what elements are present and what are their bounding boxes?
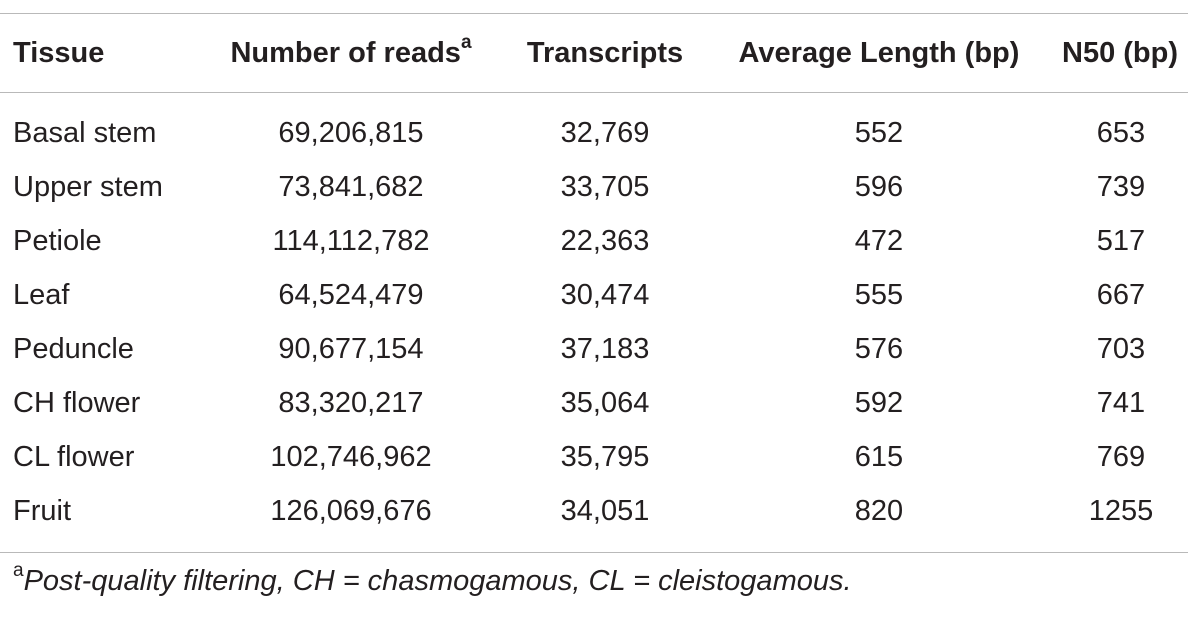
cell-n50: 741 <box>1096 386 1146 419</box>
cell-n50: 653 <box>1096 116 1146 149</box>
footnote-marker: a <box>13 560 24 582</box>
table-row: Peduncle 90,677,154 37,183 576 703 <box>0 322 1188 376</box>
header-transcripts: Transcripts <box>526 36 684 69</box>
cell-tissue: CH flower <box>13 386 141 419</box>
table-footnote: aPost-quality filtering, CH = chasmogamo… <box>13 561 852 598</box>
top-rule <box>0 13 1188 14</box>
cell-transcripts: 22,363 <box>560 224 650 257</box>
cell-transcripts: 32,769 <box>560 116 650 149</box>
cell-n50: 703 <box>1096 332 1146 365</box>
cell-n50: 667 <box>1096 278 1146 311</box>
header-row: Tissue Number of readsa Transcripts Aver… <box>0 14 1188 92</box>
table-row: CL flower 102,746,962 35,795 615 769 <box>0 430 1188 484</box>
header-tissue: Tissue <box>13 36 105 69</box>
cell-reads: 64,524,479 <box>278 278 424 311</box>
header-rule <box>0 92 1188 93</box>
cell-reads: 69,206,815 <box>278 116 424 149</box>
table-row: CH flower 83,320,217 35,064 592 741 <box>0 376 1188 430</box>
header-reads-note-marker: a <box>460 31 472 53</box>
cell-reads: 114,112,782 <box>272 224 430 257</box>
footnote-text: Post-quality filtering, CH = chasmogamou… <box>23 565 852 597</box>
cell-avg-length: 592 <box>854 386 904 419</box>
cell-n50: 1255 <box>1088 494 1154 527</box>
cell-tissue: Fruit <box>13 494 71 527</box>
cell-tissue: Peduncle <box>13 332 134 365</box>
cell-tissue: CL flower <box>13 440 135 473</box>
cell-reads: 102,746,962 <box>270 440 432 473</box>
table-row: Fruit 126,069,676 34,051 820 1255 <box>0 484 1188 538</box>
header-reads-label: Number of reads <box>230 36 461 69</box>
cell-tissue: Petiole <box>13 224 102 257</box>
cell-avg-length: 555 <box>854 278 904 311</box>
table-row: Upper stem 73,841,682 33,705 596 739 <box>0 160 1188 214</box>
bottom-rule <box>0 552 1188 553</box>
data-table: Tissue Number of readsa Transcripts Aver… <box>0 14 1188 538</box>
table-row: Petiole 114,112,782 22,363 472 517 <box>0 214 1188 268</box>
cell-reads: 73,841,682 <box>278 170 424 203</box>
cell-tissue: Basal stem <box>13 116 157 149</box>
cell-avg-length: 576 <box>854 332 904 365</box>
cell-transcripts: 34,051 <box>560 494 650 527</box>
cell-transcripts: 30,474 <box>560 278 650 311</box>
cell-avg-length: 820 <box>854 494 904 527</box>
table-row: Basal stem 69,206,815 32,769 552 653 <box>0 92 1188 160</box>
cell-n50: 739 <box>1096 170 1146 203</box>
cell-avg-length: 596 <box>854 170 904 203</box>
cell-n50: 517 <box>1096 224 1146 257</box>
header-reads: Number of readsa <box>196 14 506 92</box>
header-n50: N50 (bp) <box>1062 36 1178 69</box>
cell-transcripts: 33,705 <box>560 170 650 203</box>
cell-avg-length: 552 <box>854 116 904 149</box>
cell-transcripts: 37,183 <box>560 332 650 365</box>
table-row: Leaf 64,524,479 30,474 555 667 <box>0 268 1188 322</box>
cell-tissue: Upper stem <box>13 170 163 203</box>
cell-transcripts: 35,795 <box>560 440 650 473</box>
cell-reads: 126,069,676 <box>270 494 432 527</box>
cell-reads: 83,320,217 <box>278 386 424 419</box>
header-avg-length: Average Length (bp) <box>738 36 1020 69</box>
cell-n50: 769 <box>1096 440 1146 473</box>
cell-reads: 90,677,154 <box>278 332 424 365</box>
cell-transcripts: 35,064 <box>560 386 650 419</box>
cell-avg-length: 472 <box>854 224 904 257</box>
cell-avg-length: 615 <box>854 440 904 473</box>
cell-tissue: Leaf <box>13 278 70 311</box>
